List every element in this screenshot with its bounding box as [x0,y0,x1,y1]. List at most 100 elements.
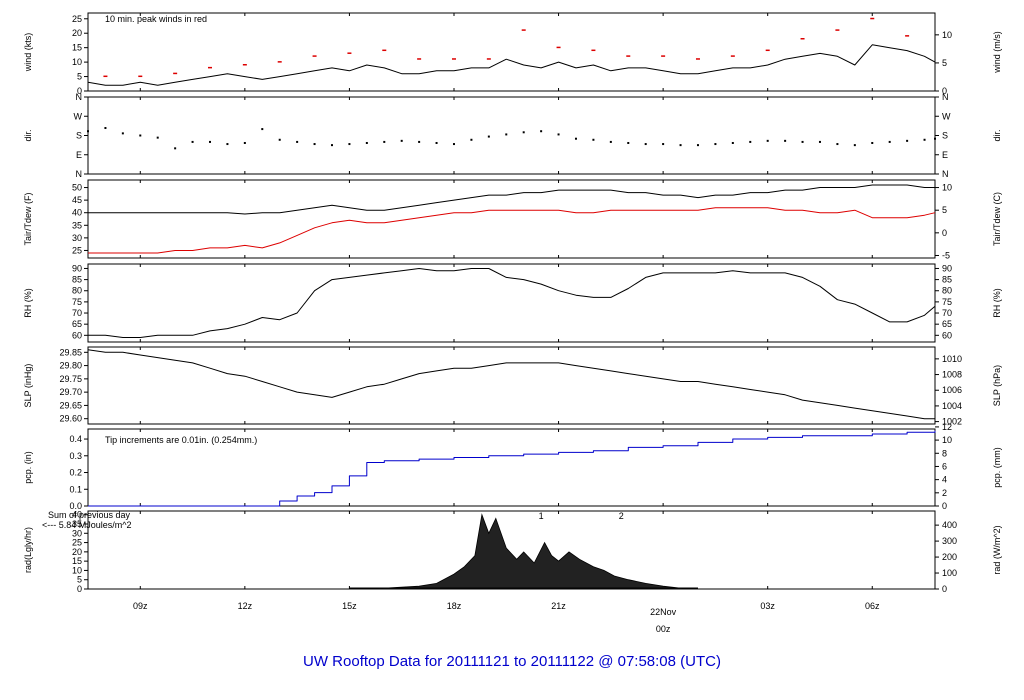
y-tick-label: 50 [72,183,82,193]
y-axis-label: Tair/Tdew (F) [23,192,33,245]
y-tick-label: 5 [77,72,82,82]
y-tick-label: N [76,92,83,102]
peak-wind-mark [486,58,491,60]
y-tick-label: 29.70 [59,387,82,397]
y-tick-label-right: 400 [942,520,957,530]
y-tick-label-right: 60 [942,330,952,340]
y-axis-label: pcp. (in) [23,451,33,484]
y-tick-label: 20 [72,547,82,557]
direction-point [627,141,630,144]
peak-wind-mark [277,61,282,63]
y-tick-label: 40 [72,510,82,520]
direction-point [243,141,246,144]
peak-wind-mark [242,64,247,66]
y-axis-label: dir. [23,129,33,141]
y-axis-label: SLP (inHg) [23,364,33,408]
y-tick-label-right: -5 [942,250,950,260]
time-axis: 09z 12z 15z 18z 21z 03z 06z 22Nov 00z [133,601,880,634]
y-tick-label-right: 90 [942,263,952,273]
wind-line [87,44,936,86]
y-tick-label: 0 [77,584,82,594]
y-tick-label-right: 85 [942,275,952,285]
y-tick-label: 29.85 [59,347,82,357]
peak-wind-mark [207,66,212,69]
page-title: UW Rooftop Data for 20111121 to 20111122… [303,653,721,670]
x-tick-label: 03z [760,601,775,611]
y-tick-label: 0.3 [69,451,82,461]
direction-point [278,138,281,141]
direction-point [296,140,299,143]
y-tick-label-right: 6 [942,461,947,471]
direction-point [208,140,211,143]
y-tick-label: 29.65 [59,400,82,410]
direction-point [470,138,473,141]
y-tick-label: E [76,150,82,160]
y-tick-label-right: 4 [942,475,947,485]
y-tick-label-right: 12 [942,422,952,432]
direction-point [505,133,508,136]
pcp-line [88,430,936,507]
y-tick-label: 10 [72,565,82,575]
y-axis-label: wind (kts) [23,33,33,73]
y-tick-label: 40 [72,208,82,218]
y-tick-label: 65 [72,319,82,329]
y-tick-label: 0.4 [69,434,82,444]
y-tick-label-right: 0 [942,86,947,96]
x-tick-label: 18z [447,601,462,611]
y-tick-label: 29.60 [59,414,82,424]
y-tick-label: 29.80 [59,361,82,371]
y-tick-label: N [76,169,83,179]
peak-wind-mark [800,38,805,40]
peak-wind-mark [835,29,840,31]
direction-point [784,139,787,142]
direction-point [696,144,699,147]
panel-frame [87,346,936,425]
peak-wind-mark [347,52,352,54]
y-tick-label: 5 [77,575,82,585]
peak-wind-mark [626,55,631,57]
y-tick-label-right: 100 [942,568,957,578]
direction-point [714,143,717,146]
direction-point [871,141,874,144]
y-tick-label-right: 1008 [942,370,962,380]
direction-point [679,144,682,147]
direction-point [644,143,647,146]
y-tick-label: S [76,131,82,141]
pcp-annotation: Tip increments are 0.01in. (0.254mm.) [105,435,257,445]
peak-wind-mark [312,55,317,57]
y-tick-label: 75 [72,297,82,307]
direction-point [731,141,734,144]
y-tick-label-right: 75 [942,297,952,307]
date-sub-label: 00z [656,624,671,634]
x-tick-label: 21z [551,601,566,611]
panel-frame [87,96,936,175]
direction-point [609,140,612,143]
y-tick-label: 30 [72,528,82,538]
panel-wind: wind (kts) wind (m/s) 0 5 10 15 20 25 0 5 10 10 min… [23,12,1002,96]
direction-point [191,140,194,143]
y-tick-label: 25 [72,14,82,24]
panel-pcp: pcp. (in) pcp. (mm) 0.0 0.1 0.2 0.3 0.4 0 2 4 6 8 10… [23,422,1002,511]
y-tick-label-right: 0 [942,228,947,238]
direction-point [906,139,909,142]
peak-wind-mark [730,55,735,57]
y-tick-label-right: 65 [942,319,952,329]
tdew-line [88,207,936,254]
peak-wind-mark [556,46,561,49]
direction-point [87,130,89,133]
peak-wind-mark [521,29,526,31]
y-tick-label: 29.75 [59,374,82,384]
direction-point [818,140,821,143]
y-tick-label: 80 [72,286,82,296]
peak-wind-mark [765,49,770,52]
y-tick-label-right: 200 [942,552,957,562]
y-tick-label: 90 [72,263,82,273]
y-axis-label-right: RH (%) [992,288,1002,318]
direction-point [853,144,856,147]
direction-point [749,140,752,143]
panel-frame [87,12,936,92]
direction-point [348,143,351,146]
peak-wind-mark [382,49,387,52]
y-axis-label-right: rad (W/m^2) [992,525,1002,574]
